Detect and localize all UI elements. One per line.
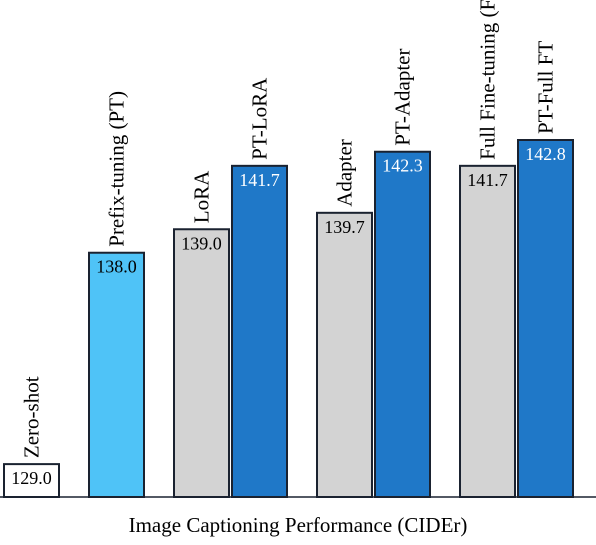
category-label-zero-shot: Zero-shot xyxy=(20,376,44,458)
category-label-full-fine-tuning-ft: Full Fine-tuning (FT) xyxy=(476,0,500,160)
category-labels-group: Zero-shot Prefix-tuning (PT) LoRA PT-LoRA Ad… xyxy=(20,0,558,458)
bar-full-fine-tuning-ft xyxy=(459,164,516,498)
bar-adapter xyxy=(316,211,373,498)
value-label-pt-lora: 141.7 xyxy=(239,170,280,190)
value-label-lora: 139.0 xyxy=(181,233,222,253)
bar-pt-lora xyxy=(231,164,288,498)
value-label-pt-full-ft: 142.8 xyxy=(525,144,566,164)
value-label-full-fine-tuning-ft: 141.7 xyxy=(467,170,508,190)
value-labels-group: 129.0 138.0 139.0 141.7 139.7 142.3 141.7 142.8 xyxy=(11,144,566,488)
category-label-pt-lora: PT-LoRA xyxy=(248,77,272,160)
category-label-prefix-tuning-pt: Prefix-tuning (PT) xyxy=(105,91,129,247)
bar-pt-full-ft xyxy=(517,139,574,498)
category-label-pt-adapter: PT-Adapter xyxy=(391,49,415,146)
value-label-adapter: 139.7 xyxy=(324,217,365,237)
value-label-pt-adapter: 142.3 xyxy=(382,156,423,176)
category-label-pt-full-ft: PT-Full FT xyxy=(534,41,558,134)
value-label-zero-shot: 129.0 xyxy=(11,468,52,488)
category-label-lora: LoRA xyxy=(190,170,214,223)
x-axis-title: Image Captioning Performance (CIDEr) xyxy=(129,513,468,537)
bar-prefix-tuning-pt xyxy=(88,251,145,498)
category-label-adapter: Adapter xyxy=(333,139,357,207)
bar-pt-adapter xyxy=(374,150,431,499)
bars-group xyxy=(3,139,574,499)
bar-lora xyxy=(173,228,230,498)
value-label-prefix-tuning-pt: 138.0 xyxy=(96,257,137,277)
